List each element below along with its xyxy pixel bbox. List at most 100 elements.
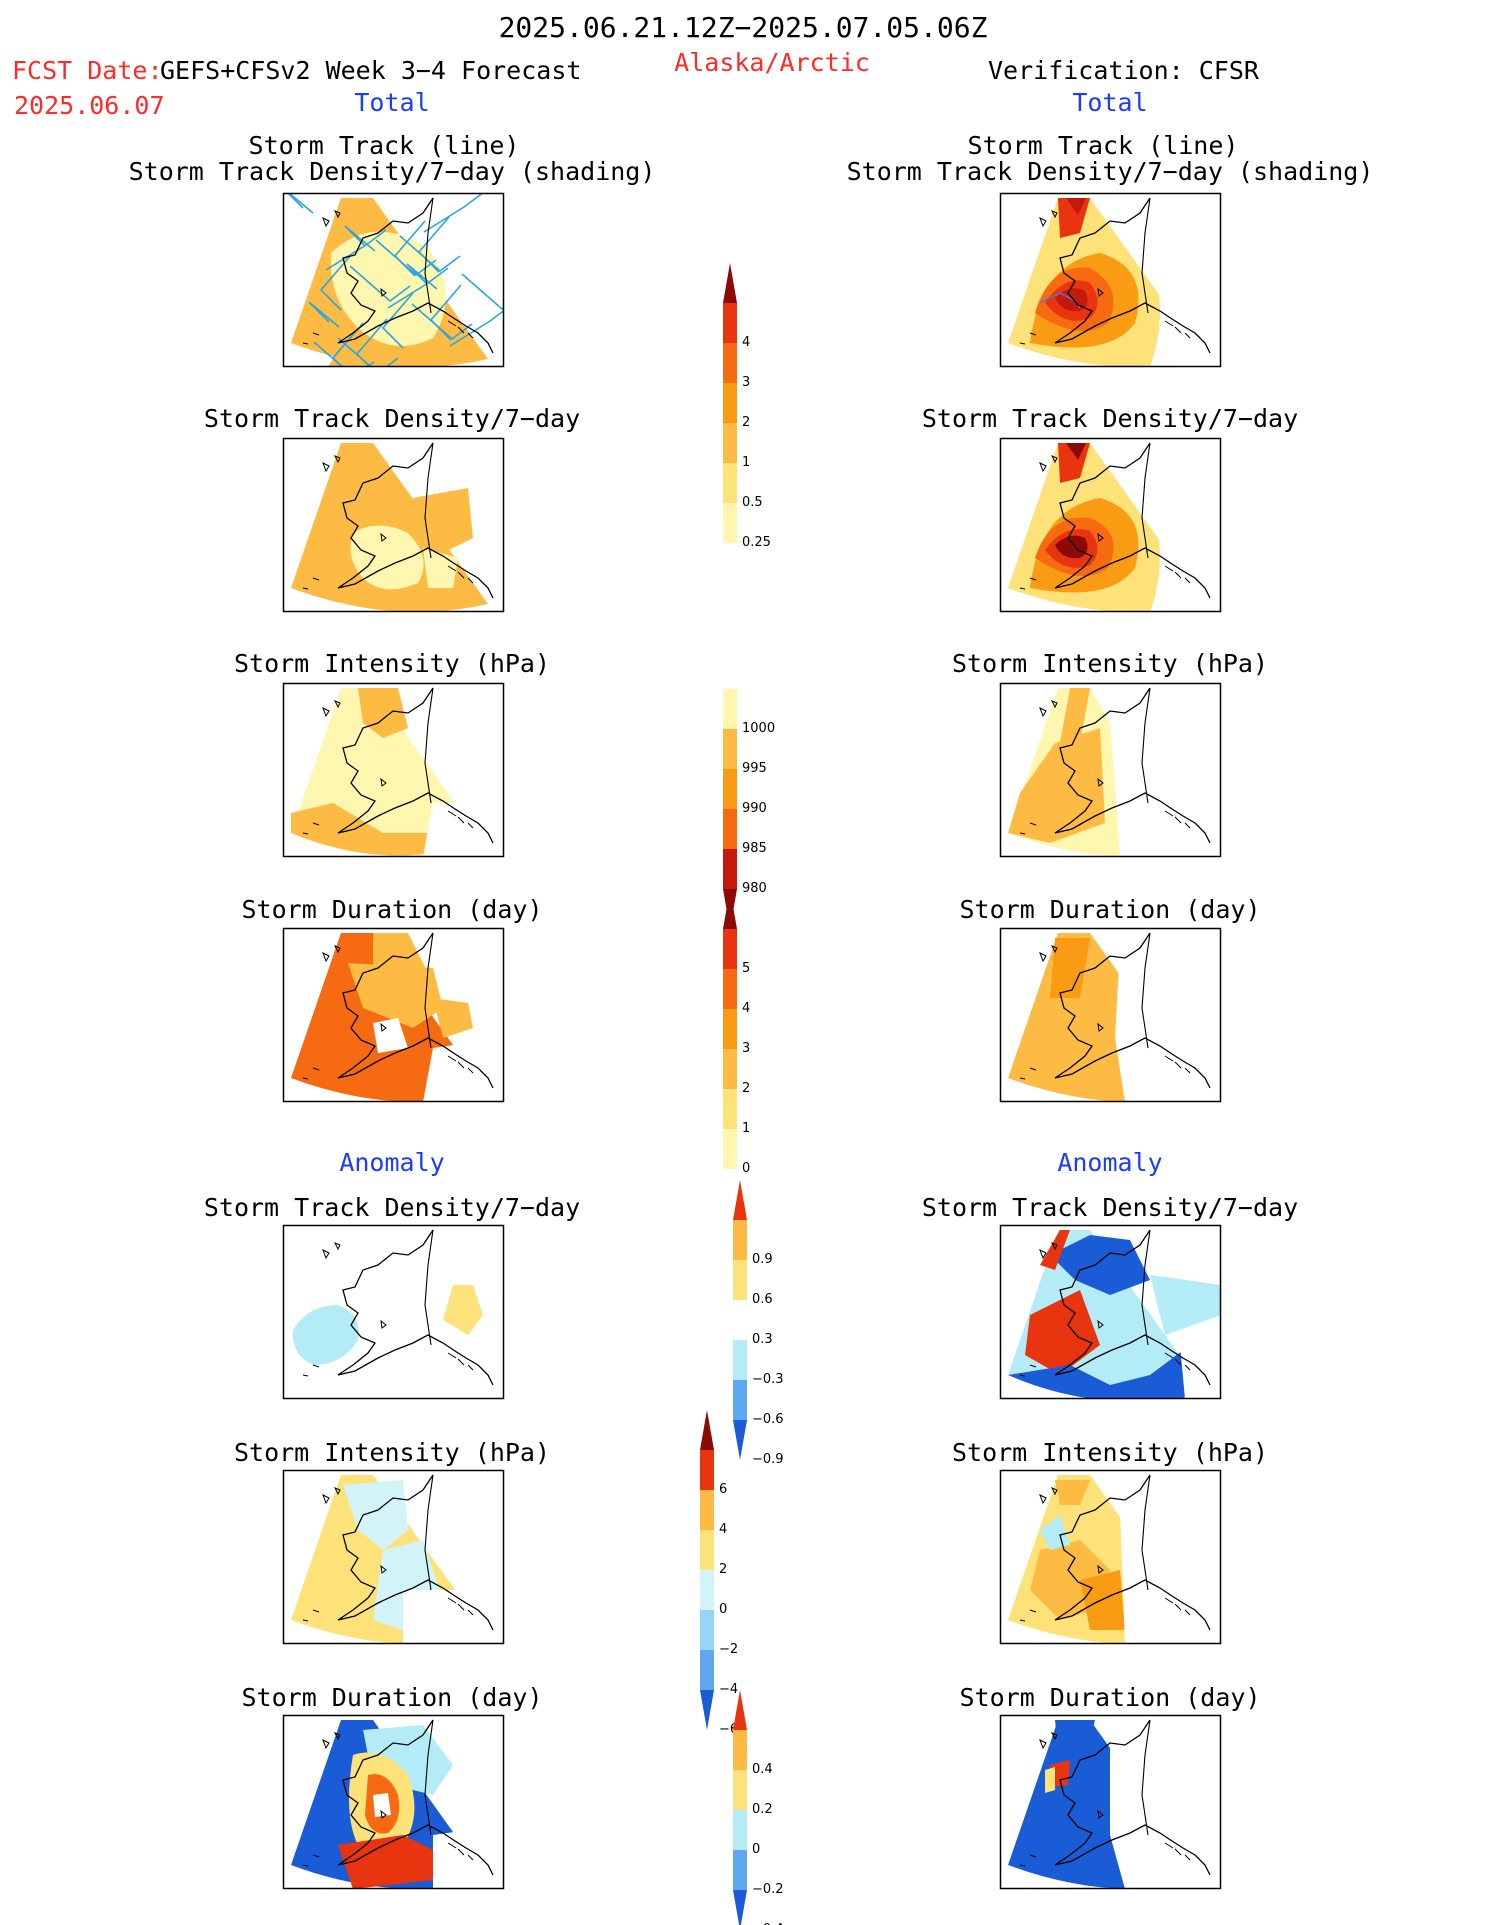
colorbar-segment [733,1730,747,1770]
shade-region [1110,723,1221,857]
colorbar-arrow-bottom [733,1890,747,1925]
title-anom-intensity-right: Storm Intensity (hPa) [951,1438,1269,1467]
border-line [1141,932,1151,1049]
border-line [1141,1719,1151,1836]
section-total-right: Total [1072,88,1148,117]
date-range-title: 2025.06.21.12Z−2025.07.05.06Z [498,11,988,44]
island [380,1022,387,1032]
colorbar-arrow-bottom [733,1420,747,1460]
title-duration-left: Storm Duration (day) [241,895,543,924]
colorbar-segment [733,1380,747,1420]
colorbar-segment [700,1490,714,1530]
map-panel-ad_r [999,1224,1222,1400]
colorbar-tick-label: 990 [742,801,767,816]
colorbar-tick-label: 2 [742,415,750,430]
section-total-left: Total [354,88,430,117]
shade-region [373,1793,391,1817]
verification-label: Verification: CFSR [988,56,1259,85]
shade-region [433,998,473,1038]
map-panel-i_r [999,682,1222,858]
colorbar-tick-label: 0.9 [752,1252,773,1267]
border-line [424,687,434,804]
island [1164,1055,1191,1074]
island [1164,1842,1191,1861]
storm-track-line [461,273,504,311]
shade-region [1066,198,1086,215]
colorbar-tick-label: 2 [719,1562,727,1577]
colorbar-segment [723,1129,737,1169]
colorbar-tick-label: 0.3 [752,1332,773,1347]
coastline [337,1474,494,1631]
island [447,1352,474,1371]
colorbar-segment [733,1340,747,1380]
storm-track-line [423,193,484,233]
island [1019,832,1026,835]
panel-frame [282,192,505,368]
shade-region [423,803,504,857]
map-panel-au_l [282,1714,505,1890]
colorbar-segment [723,503,737,543]
section-anomaly-left: Anomaly [339,1148,445,1177]
island [333,945,341,954]
island [1019,1864,1026,1867]
island [380,777,387,787]
island [447,320,474,339]
map-panel-u_l [282,927,505,1103]
colorbar-segment [733,1810,747,1850]
colorbar-segment [723,809,737,849]
border-line [424,1229,434,1346]
island [380,1809,387,1819]
colorbar-arrow-top [723,263,737,303]
border-line [1141,1229,1151,1346]
colorbar-arrow-top [733,1690,747,1730]
colorbar-segment [733,1770,747,1810]
title-track-shading-left: Storm Track Density/7−day (shading) [128,157,656,186]
shade-region [1120,1510,1221,1644]
shade-region [292,1305,359,1365]
colorbar-tick-label: 4 [742,335,750,350]
island [1097,1809,1104,1819]
colorbar-tick-label: 3 [742,1041,750,1056]
island [1050,1242,1058,1251]
colorbar-segment [700,1650,714,1690]
border-line [1141,197,1151,314]
storm-track-line [381,292,414,349]
storm-track-line [286,193,314,214]
panel-frame [999,1469,1222,1645]
border-line [1141,442,1151,559]
island [312,1609,320,1613]
title-track-line-left: Storm Track (line) [248,131,520,160]
coastline [1054,1474,1211,1631]
island [1039,461,1047,473]
colorbar-arrow-top [723,889,737,929]
shade-region [1045,1767,1055,1793]
title-track-line-right: Storm Track (line) [967,131,1239,160]
island [1164,565,1191,584]
island [1029,1609,1037,1613]
colorbar-segment [723,383,737,423]
colorbar-segment [700,1570,714,1610]
map-panel-d_l [282,437,505,613]
island [322,951,330,963]
colorbar-segment [723,423,737,463]
shade-region [1115,948,1221,1102]
storm-track-line [337,337,399,367]
colorbar-tick-label: −0.2 [752,1882,784,1897]
colorbar-tick-label: 0.25 [742,535,771,550]
border-line [424,1719,434,1836]
shade-region [350,525,424,590]
island [1029,1067,1037,1071]
colorbar-tick-label: 1 [742,455,750,470]
island [1029,822,1037,826]
colorbar-segment [723,729,737,769]
colorbar-anom-duration: 0.4 0.2 0 −0.2 −0.4 [733,1690,784,1925]
colorbar-segment [733,1300,747,1340]
shade-region [343,1480,408,1550]
island [312,1854,320,1858]
island [1019,587,1026,590]
storm-track-line [387,267,449,309]
shade-region [1090,933,1221,948]
shade-region [1130,443,1221,612]
panel-frame [999,1714,1222,1890]
